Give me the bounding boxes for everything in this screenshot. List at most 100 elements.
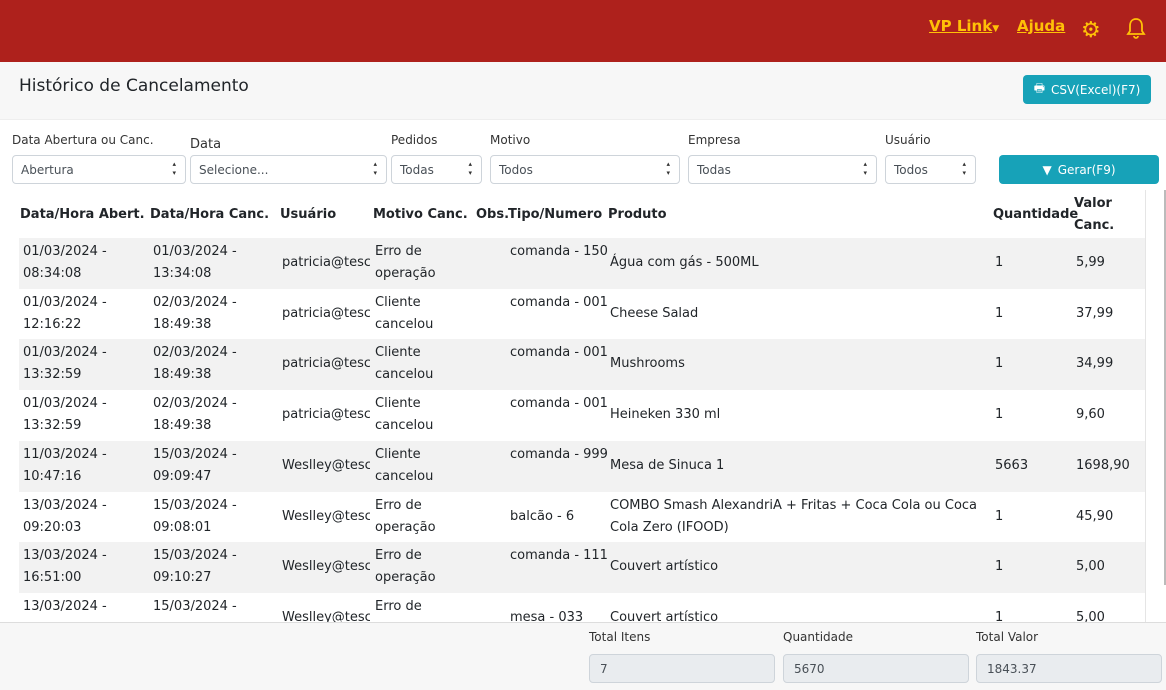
cell-usuario: Weslley@tesc — [282, 457, 370, 473]
cell-produto: Mesa de Sinuca 1 — [610, 457, 725, 473]
gerar-button[interactable]: ▼ Gerar(F9) — [999, 155, 1159, 184]
select-motivo[interactable]: Todos — [490, 155, 680, 184]
totals-footer: Total Itens 7 Quantidade 5670 Total Valo… — [0, 622, 1166, 690]
cell-motivo: Cliente cancelou — [375, 294, 434, 332]
cell-motivo: Erro de operação — [375, 244, 436, 281]
table-row[interactable]: 13/03/2024 - 09:20:03 15/03/2024 - 09:08:… — [19, 492, 1145, 543]
cell-produto: Mushrooms — [610, 356, 685, 372]
cell-tipo-numero: comanda - 001 — [510, 294, 608, 310]
cell-valor: 37,99 — [1076, 305, 1114, 321]
table-row[interactable]: 01/03/2024 - 08:34:08 01/03/2024 - 13:34:… — [19, 238, 1145, 289]
page-title: Histórico de Cancelamento — [19, 76, 249, 96]
total-valor-field: 1843.37 — [976, 654, 1162, 683]
cell-data-abertura: 13/03/2024 - — [23, 598, 107, 614]
ajuda-link[interactable]: Ajuda — [1017, 17, 1066, 35]
cell-produto: Couvert artístico — [610, 559, 719, 575]
cell-valor: 9,60 — [1076, 407, 1105, 423]
cell-data-cancelamento: 02/03/2024 - 18:49:38 — [153, 345, 237, 383]
vp-link-menu[interactable]: VP Link▼ — [929, 17, 999, 35]
total-valor-label: Total Valor — [976, 630, 1039, 644]
table-row[interactable]: 11/03/2024 - 10:47:16 15/03/2024 - 09:09:… — [19, 440, 1145, 492]
cell-produto: COMBO Smash AlexandriA + Fritas + Coca C… — [610, 497, 978, 535]
column-header-produto: Produto — [608, 207, 667, 222]
table-row[interactable]: 01/03/2024 - 12:16:22 02/03/2024 - 18:49:… — [19, 289, 1145, 340]
cell-data-cancelamento: 15/03/2024 - 09:08:01 — [153, 497, 237, 535]
cell-quantidade: 1 — [995, 609, 1004, 622]
quantidade-label: Quantidade — [783, 630, 854, 644]
caret-down-icon: ▼ — [992, 24, 1000, 34]
cell-valor: 5,00 — [1076, 609, 1105, 622]
table-row[interactable]: 01/03/2024 - 13:32:59 02/03/2024 - 18:49:… — [19, 339, 1145, 391]
cell-tipo-numero: balcão - 6 — [510, 508, 575, 524]
top-bar: VP Link▼ Ajuda ⚙ — [0, 0, 1166, 62]
cell-tipo-numero: comanda - 111 — [510, 548, 608, 564]
label-usuario: Usuário — [885, 133, 931, 147]
cell-tipo-numero: comanda - 001 — [510, 345, 608, 361]
cell-data-abertura: 01/03/2024 - 13:32:59 — [23, 345, 107, 383]
cell-motivo: Erro de operação — [375, 497, 436, 535]
cell-quantidade: 1 — [995, 508, 1004, 524]
cell-data-abertura: 01/03/2024 - 08:34:08 — [23, 244, 107, 281]
select-pedidos[interactable]: Todas — [391, 155, 482, 184]
cell-data-abertura: 11/03/2024 - 10:47:16 — [23, 446, 107, 484]
printer-icon: 🖶 — [1033, 81, 1046, 95]
cell-motivo: Cliente cancelou — [375, 396, 434, 434]
label-empresa: Empresa — [688, 133, 741, 147]
cell-usuario: patricia@tesc — [282, 255, 370, 270]
cell-data-cancelamento: 15/03/2024 - 09:09:47 — [153, 446, 237, 484]
total-itens-label: Total Itens — [589, 630, 651, 644]
select-empresa[interactable]: Todas — [688, 155, 877, 184]
table-row[interactable]: 13/03/2024 - 16:51:00 15/03/2024 - 09:10:… — [19, 542, 1145, 594]
label-data-abertura: Data Abertura ou Canc. — [12, 133, 154, 147]
csv-export-button[interactable]: 🖶 CSV(Excel)(F7) — [1023, 75, 1151, 104]
cell-valor: 5,00 — [1076, 559, 1105, 575]
cell-data-abertura: 13/03/2024 - 09:20:03 — [23, 497, 107, 535]
cell-tipo-numero: mesa - 033 — [510, 609, 584, 622]
cell-valor: 5,99 — [1076, 255, 1105, 270]
cell-data-cancelamento: 02/03/2024 - 18:49:38 — [153, 396, 237, 434]
cell-tipo-numero: comanda - 150 — [510, 244, 608, 259]
cell-usuario: Weslley@tesc — [282, 508, 370, 524]
cell-quantidade: 1 — [995, 356, 1004, 372]
column-header-motivo: Motivo Canc. — [373, 207, 468, 222]
cell-valor: 45,90 — [1076, 508, 1114, 524]
csv-label: CSV(Excel)(F7) — [1051, 82, 1141, 97]
select-data-abertura[interactable]: Abertura — [12, 155, 186, 184]
cell-motivo: Cliente cancelou — [375, 446, 434, 484]
cell-produto: Água com gás - 500ML — [610, 255, 759, 270]
cell-data-cancelamento: 15/03/2024 - — [153, 598, 237, 614]
quantidade-field: 5670 — [783, 654, 969, 683]
page-header: Histórico de Cancelamento — [0, 62, 1166, 120]
bell-icon[interactable] — [1126, 16, 1146, 40]
table-row[interactable]: 01/03/2024 - 13:32:59 02/03/2024 - 18:49:… — [19, 390, 1145, 441]
cell-quantidade: 1 — [995, 559, 1004, 575]
cell-usuario: Weslley@tesc — [282, 609, 370, 622]
cell-data-cancelamento: 02/03/2024 - 18:49:38 — [153, 294, 237, 332]
select-usuario[interactable]: Todos — [885, 155, 976, 184]
gear-icon[interactable]: ⚙ — [1081, 18, 1101, 43]
cell-valor: 34,99 — [1076, 356, 1114, 372]
filter-icon: ▼ — [1042, 162, 1052, 177]
cell-produto: Cheese Salad — [610, 305, 699, 321]
scrollbar[interactable] — [1145, 190, 1166, 622]
cell-tipo-numero: comanda - 001 — [510, 396, 608, 412]
cell-data-abertura: 01/03/2024 - 13:32:59 — [23, 396, 107, 434]
cell-usuario: patricia@tesc — [282, 407, 370, 423]
label-data: Data — [190, 137, 222, 152]
vp-link-label: VP Link — [929, 17, 993, 35]
cell-data-abertura: 13/03/2024 - 16:51:00 — [23, 548, 107, 586]
cell-motivo: Erro de — [375, 598, 422, 614]
cell-produto: Couvert artístico — [610, 609, 719, 622]
cell-produto: Heineken 330 ml — [610, 407, 721, 423]
table-row[interactable]: 13/03/2024 - 15/03/2024 - Weslley@tesc Erro… — [19, 593, 1145, 622]
select-data[interactable]: Selecione... — [190, 155, 387, 184]
label-pedidos: Pedidos — [391, 133, 438, 147]
cell-quantidade: 5663 — [995, 457, 1029, 473]
total-itens-field: 7 — [589, 654, 775, 683]
cell-quantidade: 1 — [995, 407, 1004, 423]
scrollbar-thumb[interactable] — [1164, 190, 1166, 585]
column-header-data-abertura: Data/Hora Abert. — [20, 207, 145, 222]
cell-data-cancelamento: 01/03/2024 - 13:34:08 — [153, 244, 237, 281]
cell-data-abertura: 01/03/2024 - 12:16:22 — [23, 294, 107, 332]
cell-usuario: patricia@tesc — [282, 356, 370, 372]
